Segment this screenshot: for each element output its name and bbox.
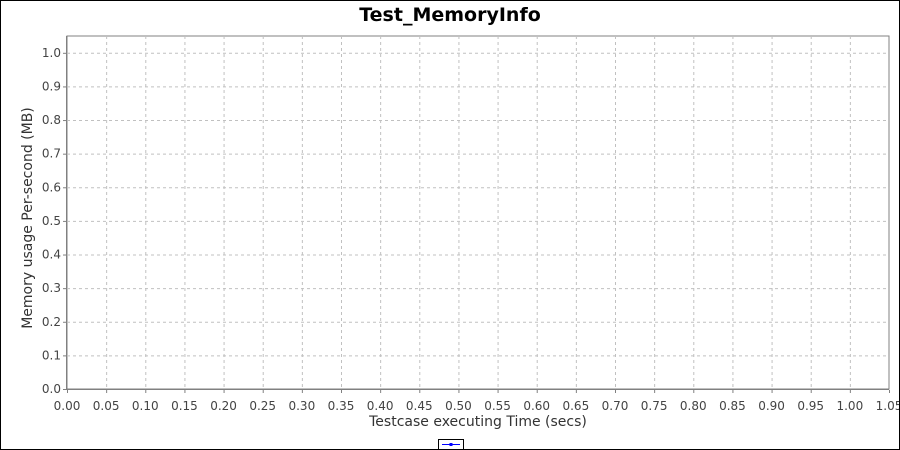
- x-tick-label: 0.35: [328, 399, 355, 413]
- plot-background: [66, 35, 890, 390]
- x-tick-label: 0.55: [484, 399, 511, 413]
- x-tick-label: 0.80: [680, 399, 707, 413]
- x-tick-label: 0.95: [797, 399, 824, 413]
- x-tick-label: 0.90: [758, 399, 785, 413]
- y-tick-label: 0.0: [42, 382, 61, 396]
- y-tick-label: 1.0: [42, 46, 61, 60]
- x-tick-label: 0.20: [210, 399, 237, 413]
- legend-series-marker: [449, 443, 453, 446]
- x-tick-label: 0.40: [367, 399, 394, 413]
- x-tick-label: 0.60: [523, 399, 550, 413]
- x-tick-label: 0.85: [719, 399, 746, 413]
- y-tick-label: 0.8: [42, 113, 61, 127]
- y-tick-label: 0.2: [42, 315, 61, 329]
- x-tick-label: 0.50: [445, 399, 472, 413]
- x-tick-label: 0.65: [562, 399, 589, 413]
- x-tick-label: 0.05: [93, 399, 120, 413]
- y-tick-label: 0.5: [42, 214, 61, 228]
- legend: [438, 439, 464, 450]
- chart-title: Test_MemoryInfo: [359, 4, 541, 26]
- x-tick-label: 0.00: [54, 399, 81, 413]
- x-tick-label: 0.75: [641, 399, 668, 413]
- y-tick-label: 0.1: [42, 348, 61, 362]
- x-tick-label: 0.45: [406, 399, 433, 413]
- y-tick-label: 0.6: [42, 180, 61, 194]
- x-tick-label: 0.30: [288, 399, 315, 413]
- x-axis-label: Testcase executing Time (secs): [369, 414, 587, 430]
- y-tick-label: 0.3: [42, 281, 61, 295]
- x-tick-label: 0.10: [132, 399, 159, 413]
- x-tick-label: 1.00: [836, 399, 863, 413]
- y-tick-label: 0.4: [42, 248, 61, 262]
- x-tick-label: 0.25: [249, 399, 276, 413]
- x-tick-label: 0.15: [171, 399, 198, 413]
- y-tick-label: 0.9: [42, 79, 61, 93]
- x-tick-label: 1.05: [876, 399, 899, 413]
- y-tick-label: 0.7: [42, 147, 61, 161]
- x-tick-label: 0.70: [602, 399, 629, 413]
